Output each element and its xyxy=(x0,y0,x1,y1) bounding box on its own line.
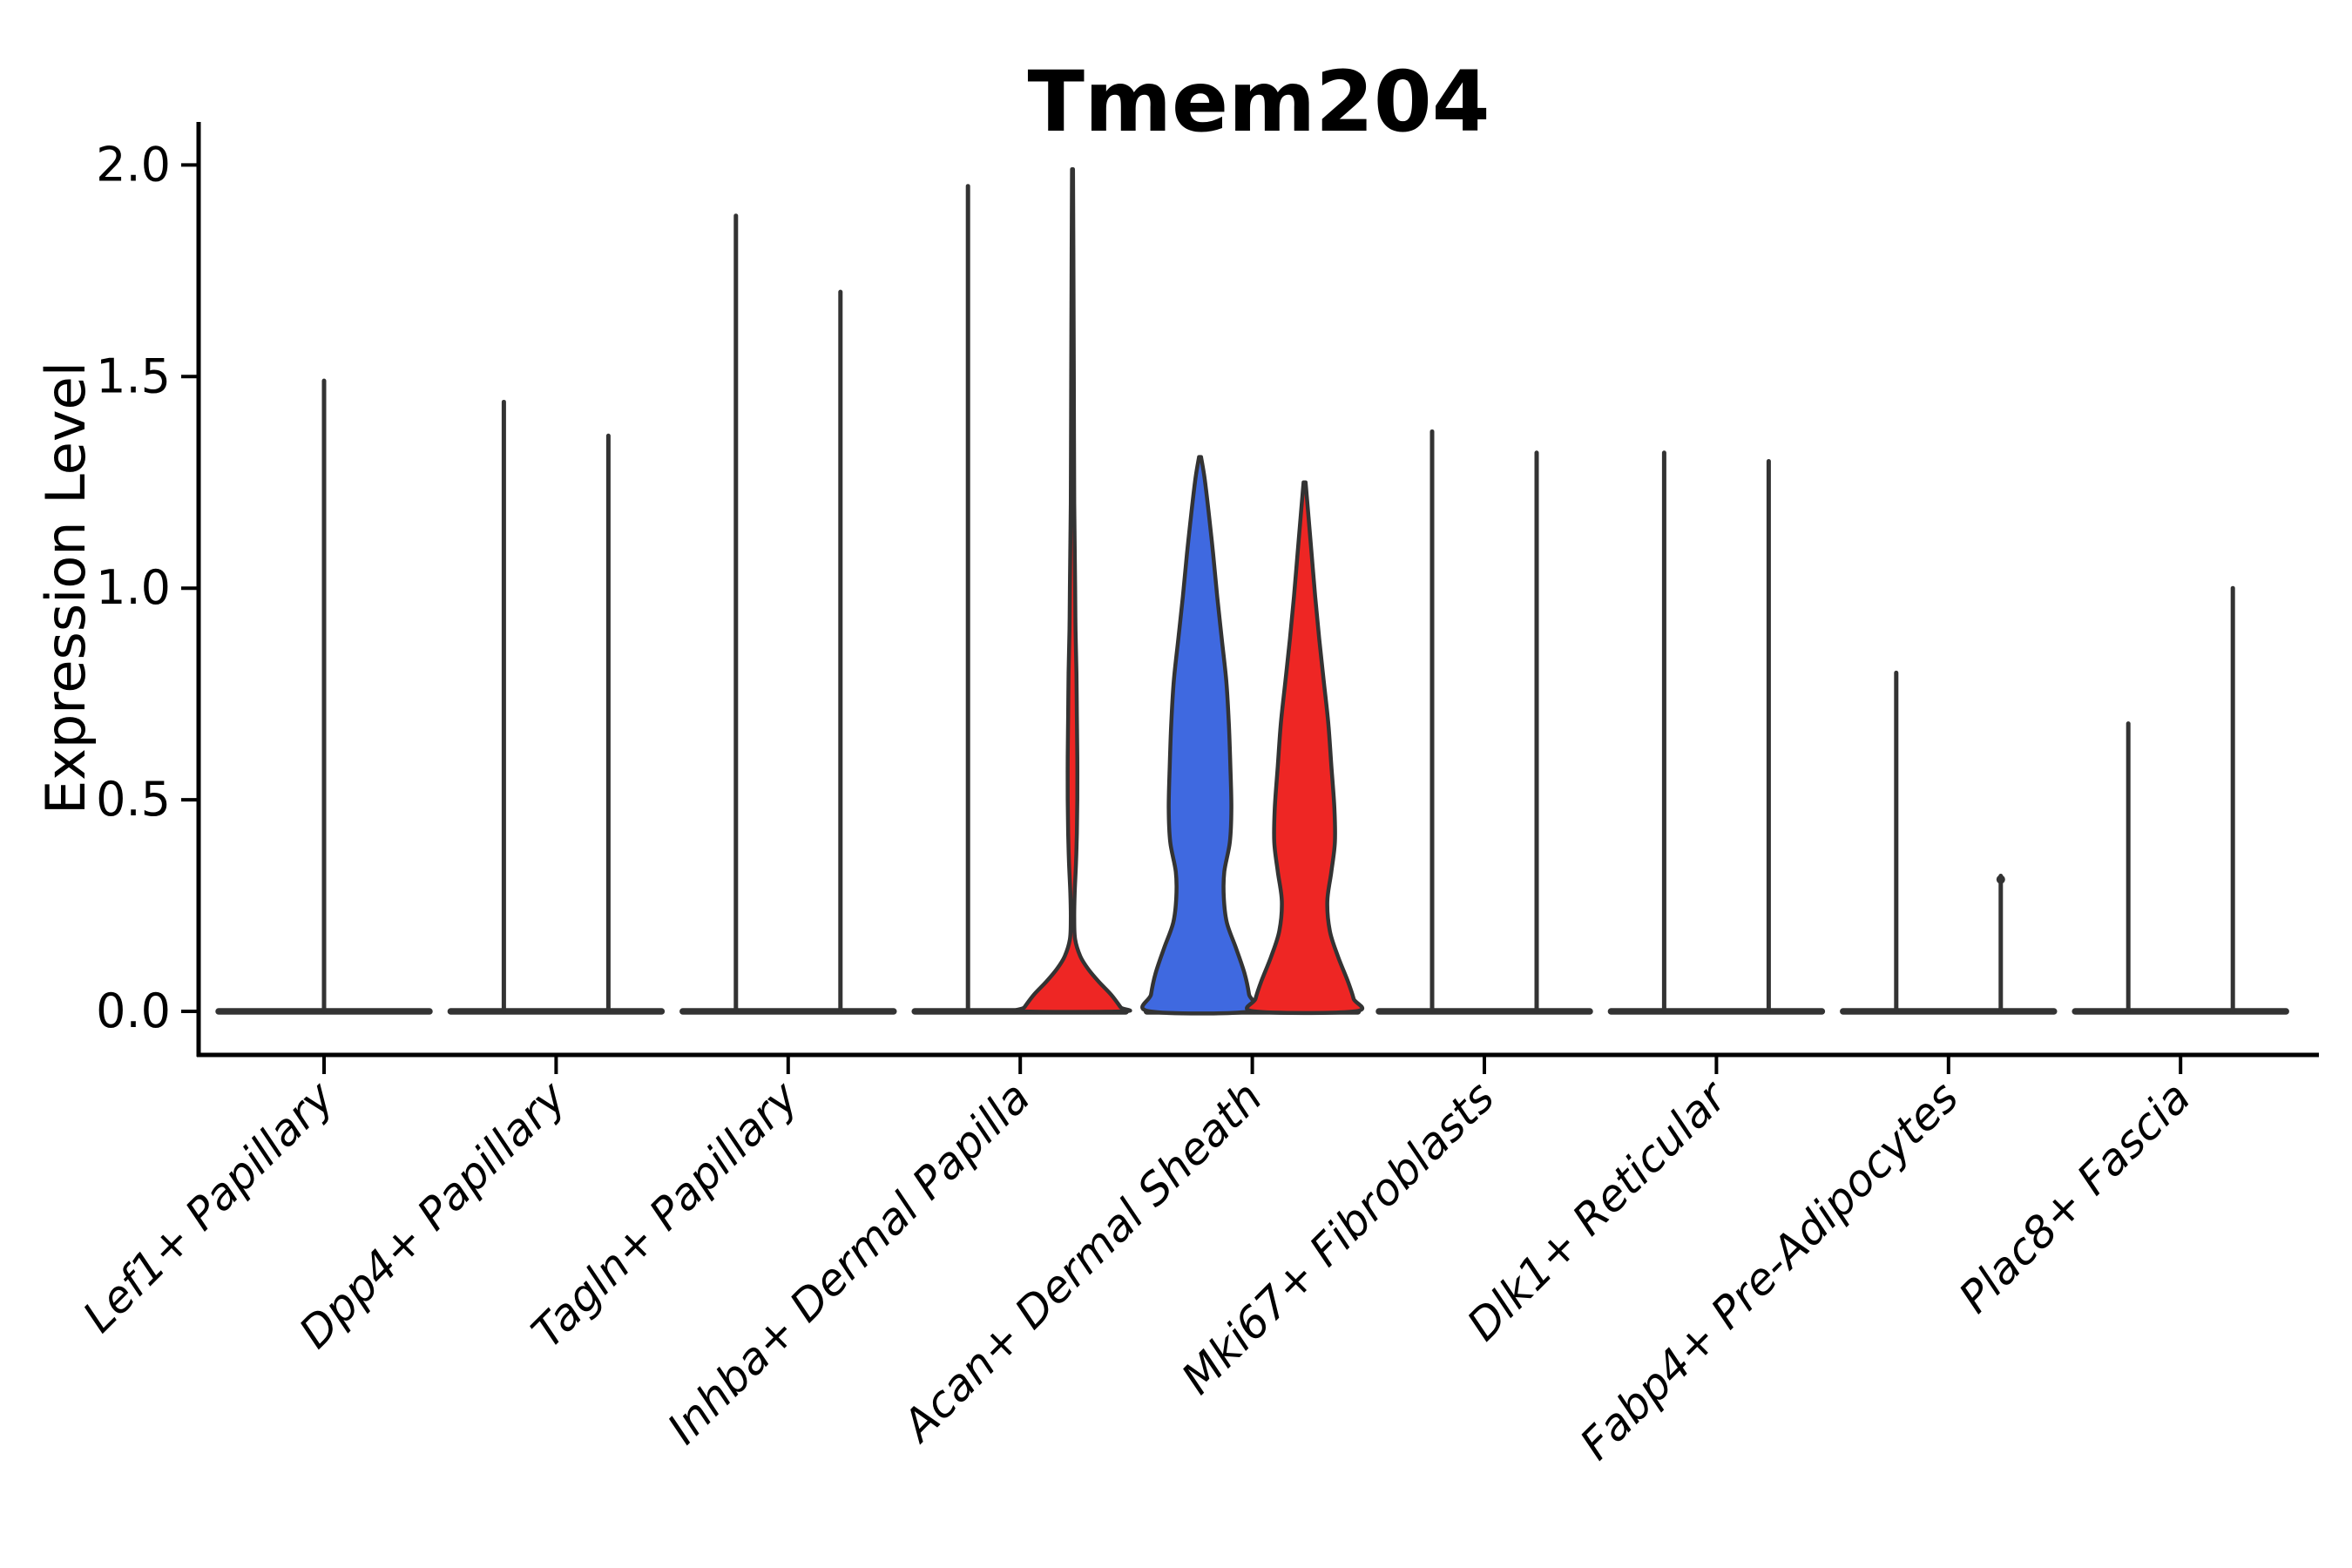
x-tick-label: Lef1+ Papillary xyxy=(73,1071,344,1342)
y-tick-label: 1.5 xyxy=(96,348,171,403)
violin-spike-knob xyxy=(1996,875,2005,884)
y-tick-label: 2.0 xyxy=(96,137,171,192)
x-tick-label: Fabp4+ Pre-Adipocytes xyxy=(1571,1071,1969,1470)
x-tick-label: Plac8+ Fascia xyxy=(1950,1071,2200,1322)
chart-title: Tmem204 xyxy=(1027,53,1490,151)
y-tick-label: 0.0 xyxy=(96,983,171,1038)
y-tick-label: 0.5 xyxy=(96,772,171,827)
violin-group-2 xyxy=(1245,480,1365,1016)
violin-group-1 xyxy=(1140,455,1260,1016)
violin-group-2 xyxy=(1012,167,1132,1014)
y-axis-label: Expression Level xyxy=(34,362,98,814)
y-tick-label: 1.0 xyxy=(96,560,171,615)
